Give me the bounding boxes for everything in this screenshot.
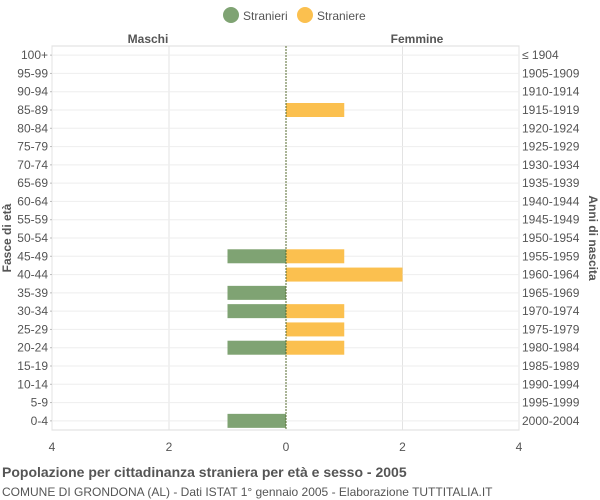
- y-axis-title-right: Anni di nascita: [586, 195, 600, 281]
- x-axis-tick-labels: 4 2 0 2 4: [49, 440, 523, 454]
- birth-year-label: 1905-1909: [522, 66, 580, 80]
- age-group-label: 30-34: [17, 304, 48, 318]
- birth-year-label: 1930-1934: [522, 158, 580, 172]
- side-label-maschi: Maschi: [128, 32, 169, 46]
- x-tick-label: 4: [49, 440, 56, 454]
- birth-year-label: 1995-1999: [522, 396, 580, 410]
- bar-male-35-39: [227, 285, 286, 300]
- legend-swatch: [223, 7, 239, 23]
- bar-female-85-89: [286, 103, 345, 117]
- age-group-label: 100+: [21, 48, 48, 62]
- legend-item-stranieri: Stranieri: [223, 7, 288, 23]
- bar-female-30-34: [286, 304, 345, 319]
- age-group-label: 10-14: [17, 377, 48, 391]
- bars: [227, 103, 403, 428]
- x-tick-label: 2: [399, 440, 406, 454]
- age-group-label: 45-49: [17, 249, 48, 263]
- birth-year-label: 1990-1994: [522, 377, 580, 391]
- age-group-label: 60-64: [17, 194, 48, 208]
- legend-label: Stranieri: [243, 9, 288, 23]
- bar-male-20-24: [227, 340, 286, 355]
- legend-swatch: [297, 7, 313, 23]
- age-group-label: 5-9: [31, 396, 49, 410]
- birth-year-label: 1950-1954: [522, 231, 580, 245]
- age-group-label: 75-79: [17, 140, 48, 154]
- x-tick-label: 2: [166, 440, 173, 454]
- birth-year-label: 1915-1919: [522, 103, 580, 117]
- side-label-femmine: Femmine: [391, 32, 444, 46]
- birth-year-label: 1965-1969: [522, 286, 580, 300]
- birth-year-label: 1960-1964: [522, 268, 580, 282]
- legend-item-straniere: Straniere: [297, 7, 366, 23]
- bar-female-45-49: [286, 249, 345, 264]
- age-group-label: 90-94: [17, 85, 48, 99]
- x-tick-label: 4: [516, 440, 523, 454]
- birth-year-label: 1935-1939: [522, 176, 580, 190]
- birth-year-label: 1925-1929: [522, 140, 580, 154]
- age-group-label: 80-84: [17, 121, 48, 135]
- age-group-label: 65-69: [17, 176, 48, 190]
- age-group-label: 50-54: [17, 231, 48, 245]
- bar-male-30-34: [227, 304, 286, 319]
- birth-year-label: 1985-1989: [522, 359, 580, 373]
- birth-year-label: 1970-1974: [522, 304, 580, 318]
- y-axis-title-left: Fasce di età: [0, 203, 14, 272]
- birth-year-label: 1940-1944: [522, 194, 580, 208]
- age-group-label: 35-39: [17, 286, 48, 300]
- bar-male-45-49: [227, 249, 286, 264]
- birth-year-label: 1945-1949: [522, 213, 580, 227]
- bar-female-25-29: [286, 322, 345, 337]
- bar-male-0-4: [227, 413, 286, 428]
- age-group-label: 25-29: [17, 322, 48, 336]
- birth-year-label: 1975-1979: [522, 322, 580, 336]
- chart-subtitle: COMUNE DI GRONDONA (AL) - Dati ISTAT 1° …: [2, 485, 493, 499]
- birth-year-tick-labels: ≤ 1904 1905-1909 1910-1914 1915-1919 1920-19…: [522, 48, 580, 428]
- chart-title: Popolazione per cittadinanza straniera p…: [2, 464, 407, 480]
- birth-year-label: 1980-1984: [522, 341, 580, 355]
- age-group-label: 0-4: [31, 414, 49, 428]
- birth-year-label: 1920-1924: [522, 121, 580, 135]
- population-pyramid-chart: Stranieri Straniere Maschi Femmine 100+ 95…: [0, 7, 600, 454]
- legend-label: Straniere: [317, 9, 366, 23]
- age-group-label: 15-19: [17, 359, 48, 373]
- age-group-label: 95-99: [17, 66, 48, 80]
- bar-female-40-44: [286, 267, 403, 282]
- bar-female-20-24: [286, 340, 345, 355]
- age-group-label: 20-24: [17, 341, 48, 355]
- age-group-label: 70-74: [17, 158, 48, 172]
- x-tick-label: 0: [283, 440, 290, 454]
- legend: Stranieri Straniere: [223, 7, 366, 23]
- birth-year-label: 1910-1914: [522, 85, 580, 99]
- age-group-label: 55-59: [17, 213, 48, 227]
- birth-year-label: 1955-1959: [522, 249, 580, 263]
- age-group-tick-labels: 100+ 95-99 90-94 85-89 80-84 75-79 70-74 65-69 6…: [17, 48, 52, 428]
- age-group-label: 40-44: [17, 268, 48, 282]
- age-group-label: 85-89: [17, 103, 48, 117]
- birth-year-label: ≤ 1904: [522, 48, 559, 62]
- birth-year-label: 2000-2004: [522, 414, 580, 428]
